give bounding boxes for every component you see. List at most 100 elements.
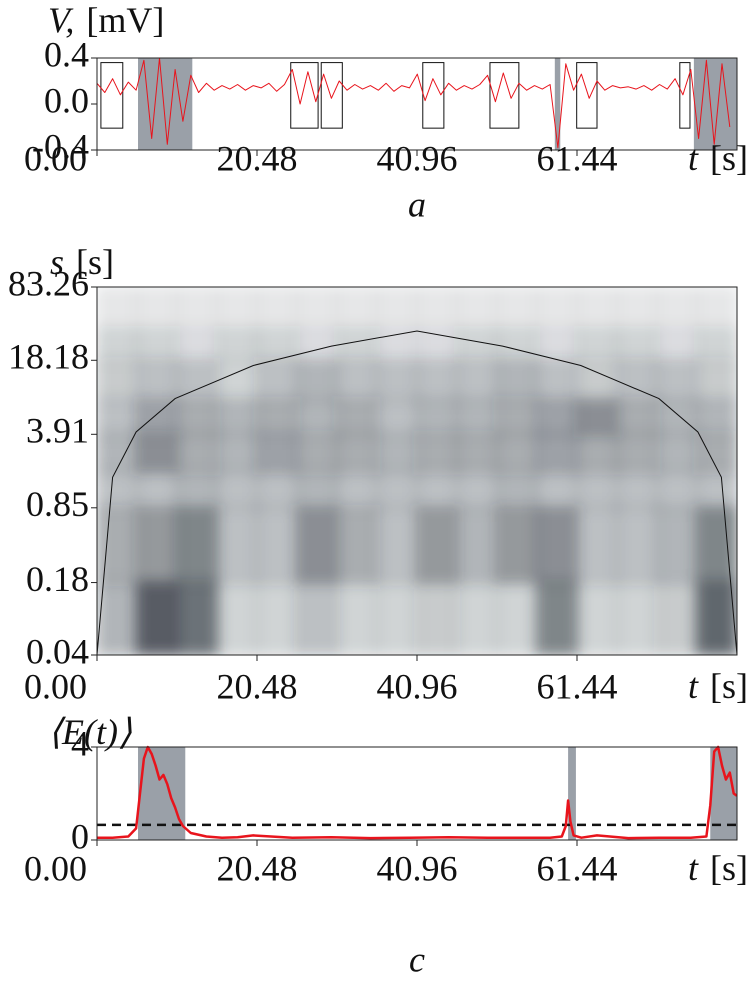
scalogram-cell xyxy=(256,359,298,401)
scalogram-cell xyxy=(616,287,658,330)
x-tick-label: 61.44 xyxy=(537,666,618,706)
scalogram-cell xyxy=(296,433,338,473)
scalogram-cell xyxy=(616,581,658,655)
scalogram-cell xyxy=(616,470,658,509)
scalogram-cell xyxy=(176,506,218,584)
scalogram-cells xyxy=(97,287,737,655)
event-box xyxy=(320,62,343,129)
y-tick-label: 0.0 xyxy=(44,80,89,120)
scalogram-cell xyxy=(376,581,418,655)
panel-label: c xyxy=(409,939,425,979)
panel-label: a xyxy=(408,184,426,224)
x-tick-label: 0.00 xyxy=(24,848,87,888)
scalogram-cell xyxy=(616,327,658,362)
scalogram-cell xyxy=(216,470,258,509)
y-label-symbol: ⟨E(t)⟩ xyxy=(48,712,132,752)
scalogram-cell xyxy=(376,506,418,584)
scalogram-cell xyxy=(656,581,698,655)
scalogram-cell xyxy=(656,470,698,509)
x-tick-label: 20.48 xyxy=(217,138,298,178)
scalogram-cell xyxy=(296,506,338,584)
y-tick-label: 18.18 xyxy=(8,337,89,377)
scalogram-cell xyxy=(97,433,138,473)
scalogram-cell xyxy=(336,506,378,584)
scalogram-cell xyxy=(97,581,138,655)
scalogram-cell xyxy=(416,359,458,401)
scalogram-cell xyxy=(376,287,418,330)
scalogram-cell xyxy=(136,398,178,436)
scalogram-cell xyxy=(136,506,178,584)
shaded-span xyxy=(554,58,561,150)
y-tick-label: 83.26 xyxy=(8,263,89,303)
scalogram-cell xyxy=(696,398,737,436)
scalogram-cell xyxy=(136,287,178,330)
scalogram-cell xyxy=(216,327,258,362)
event-box xyxy=(100,62,124,129)
scalogram-cell xyxy=(456,506,498,584)
scalogram-cell xyxy=(656,433,698,473)
y-tick-label: 0.18 xyxy=(26,559,89,599)
scalogram-cell xyxy=(136,470,178,509)
scalogram-cell xyxy=(336,433,378,473)
y-tick-label: 0.04 xyxy=(26,631,89,671)
x-label-symbol: t xyxy=(688,666,699,706)
scalogram-cell xyxy=(696,581,737,655)
x-tick-label: 40.96 xyxy=(377,138,458,178)
y-tick-label: 0.85 xyxy=(26,484,89,524)
y-label-unit: [s] xyxy=(76,242,114,282)
scalogram-cell xyxy=(456,433,498,473)
scalogram-cell xyxy=(376,398,418,436)
scalogram-cell xyxy=(576,359,618,401)
scalogram-cell xyxy=(296,327,338,362)
y-label-symbol: V, xyxy=(48,0,74,40)
event-box xyxy=(679,62,691,129)
scalogram-cell xyxy=(336,581,378,655)
x-axis-label: t [s] xyxy=(688,138,748,178)
scalogram-cell xyxy=(336,470,378,509)
scalogram-cell xyxy=(376,433,418,473)
scalogram-cell xyxy=(496,287,538,330)
scalogram-cell xyxy=(256,470,298,509)
event-box xyxy=(576,62,598,129)
scalogram-cell xyxy=(296,359,338,401)
scalogram-cell xyxy=(536,506,578,584)
scalogram-cell xyxy=(296,287,338,330)
x-tick-label: 40.96 xyxy=(377,666,458,706)
y-tick-label: 0 xyxy=(71,816,89,856)
scalogram-cell xyxy=(496,506,538,584)
scalogram-cell xyxy=(336,287,378,330)
event-box xyxy=(422,62,445,129)
scalogram-cell xyxy=(656,287,698,330)
signal-line xyxy=(97,745,738,840)
scalogram-cell xyxy=(656,398,698,436)
scalogram-cell xyxy=(176,327,218,362)
scalogram-cell xyxy=(136,327,178,362)
scalogram-cell xyxy=(216,398,258,436)
scalogram-cell xyxy=(536,581,578,655)
scalogram-cell xyxy=(136,581,178,655)
scalogram-cell xyxy=(416,287,458,330)
x-label-unit: [s] xyxy=(710,666,748,706)
scalogram-cell xyxy=(456,287,498,330)
cone-of-influence xyxy=(96,330,738,656)
scalogram-cell xyxy=(136,433,178,473)
scalogram-cell xyxy=(656,359,698,401)
scalogram-cell xyxy=(416,398,458,436)
scalogram xyxy=(97,287,737,655)
scalogram-cell xyxy=(496,359,538,401)
scalogram-cell xyxy=(616,398,658,436)
x-axis-label: t [s] xyxy=(688,666,748,706)
y-axis-label: ⟨E(t)⟩ xyxy=(48,712,132,752)
scalogram-cell xyxy=(97,398,138,436)
scalogram-cell xyxy=(536,470,578,509)
scalogram-cell xyxy=(176,287,218,330)
shaded-span xyxy=(568,747,576,840)
scalogram-cell xyxy=(656,506,698,584)
y-tick-label: 0.4 xyxy=(44,34,89,74)
x-tick-label: 61.44 xyxy=(537,138,618,178)
scalogram-cell xyxy=(416,506,458,584)
y-axis-label: s [s] xyxy=(50,242,114,282)
scalogram-cell xyxy=(216,581,258,655)
scalogram-cell xyxy=(536,398,578,436)
scalogram-cell xyxy=(376,359,418,401)
